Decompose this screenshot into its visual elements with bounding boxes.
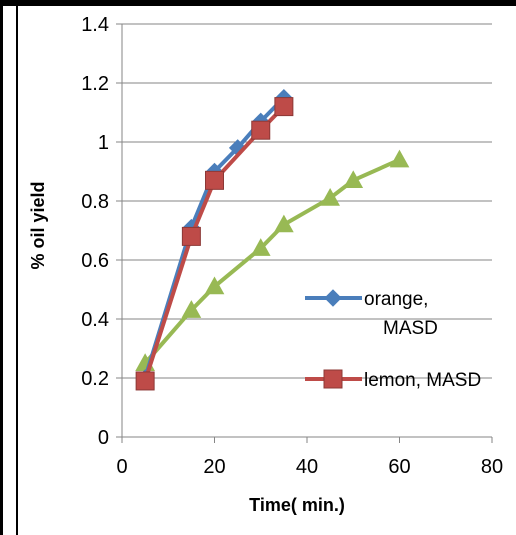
window-left-border [0,0,3,535]
data-point-triangle [181,300,202,318]
data-point-square [181,226,201,246]
y-tick-label: 0.4 [81,309,109,331]
data-point-triangle [343,170,364,189]
legend-entry: orange, MASD [305,289,438,339]
data-point-triangle [389,149,410,168]
x-tick-label: 80 [481,456,503,478]
data-point-triangle [204,276,225,295]
data-point-triangle [274,214,294,233]
data-point-triangle [320,188,340,206]
legend-marker-square [323,369,343,389]
y-tick-label: 0.6 [81,250,109,272]
legend-marker-diamond [324,289,342,307]
series-layer [135,89,410,391]
axes [116,23,493,443]
data-point-triangle [250,238,271,256]
series-square-group [135,97,294,391]
y-tick-label: 1.4 [81,14,109,36]
legend: orange, MASD lemon, MASD [305,289,481,391]
legend-label-line1: orange, [364,289,428,310]
y-tick-label: 1 [98,132,109,154]
series-triangle-group [135,149,410,371]
y-tick-label: 0.2 [81,368,109,390]
legend-entry: lemon, MASD [305,369,481,391]
legend-label-line2: MASD [383,318,438,339]
y-axis-title: % oil yield [28,181,48,269]
panel-divider-line [16,6,18,535]
y-tick-label: 0 [98,427,109,449]
data-point-square [251,120,271,140]
tick-labels: 0 0.2 0.4 0.6 0.8 1 1.2 1.4 0 20 40 60 80 [81,14,503,478]
x-tick-label: 60 [388,456,410,478]
x-axis-title: Time( min.) [249,495,345,515]
window-top-border [0,0,516,6]
x-tick-label: 0 [116,456,127,478]
y-tick-label: 0.8 [81,191,109,213]
y-tick-label: 1.2 [81,73,109,95]
data-point-square [205,170,224,190]
x-tick-label: 20 [203,456,225,478]
legend-label: lemon, MASD [364,370,481,391]
series-line [143,96,286,379]
data-point-square [135,371,155,391]
data-point-square [274,97,294,117]
x-tick-label: 40 [296,456,318,478]
